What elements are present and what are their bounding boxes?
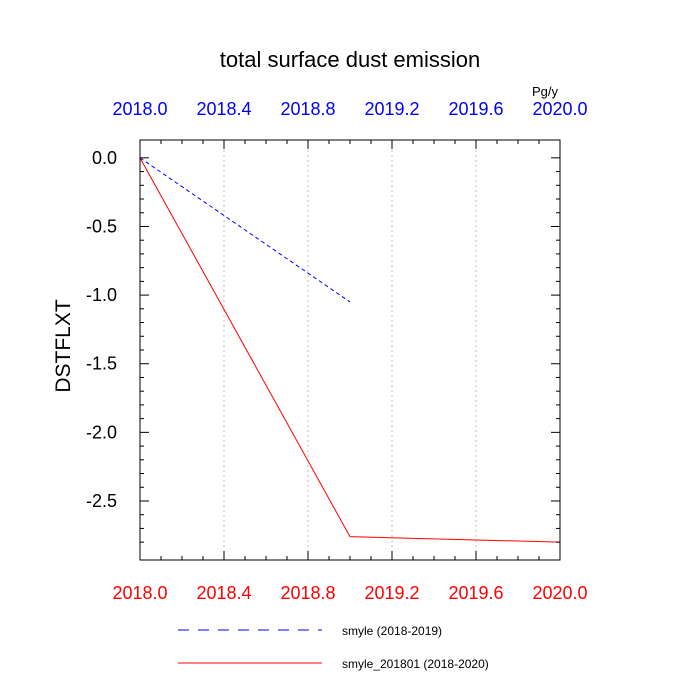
y-tick-label: -1.0 bbox=[86, 285, 117, 305]
x-tick-label-top: 2020.0 bbox=[532, 99, 587, 119]
series-lines bbox=[139, 157, 561, 543]
x-tick-label-top: 2018.4 bbox=[196, 99, 251, 119]
series-line-1 bbox=[139, 157, 351, 303]
y-axis-label: DSTFLXT bbox=[52, 299, 75, 393]
x-tick-label-bottom: 2018.8 bbox=[280, 583, 335, 603]
y-tick-label: -2.5 bbox=[86, 491, 117, 511]
y-tick-label: -0.5 bbox=[86, 216, 117, 236]
x-tick-label-bottom: 2019.6 bbox=[448, 583, 503, 603]
series-line-2 bbox=[139, 157, 561, 543]
legend: smyle (2018-2019) smyle_201801 (2018-2020… bbox=[178, 624, 489, 671]
x-tick-label-top: 2018.8 bbox=[280, 99, 335, 119]
y-tick-label: 0.0 bbox=[92, 148, 117, 168]
gridlines bbox=[223, 140, 477, 560]
x-tick-label-top: 2019.6 bbox=[448, 99, 503, 119]
legend-label-2: smyle_201801 (2018-2020) bbox=[342, 657, 489, 671]
legend-label-1: smyle (2018-2019) bbox=[342, 624, 442, 638]
x-tick-label-top: 2018.0 bbox=[112, 99, 167, 119]
x-tick-label-bottom: 2020.0 bbox=[532, 583, 587, 603]
x-tick-label-bottom: 2018.0 bbox=[112, 583, 167, 603]
x-tick-label-bottom: 2018.4 bbox=[196, 583, 251, 603]
x-tick-label-top: 2019.2 bbox=[364, 99, 419, 119]
plot-frame bbox=[139, 139, 561, 561]
y-tick-label: -2.0 bbox=[86, 422, 117, 442]
axis-ticks: 2018.0 2018.0 2018.4 2018.4 2018.8 2018.8 2019… bbox=[86, 99, 588, 603]
x-tick-label-bottom: 2019.2 bbox=[364, 583, 419, 603]
y-tick-label: -1.5 bbox=[86, 354, 117, 374]
chart-title: total surface dust emission bbox=[220, 47, 480, 72]
units-label: Pg/y bbox=[532, 84, 559, 99]
